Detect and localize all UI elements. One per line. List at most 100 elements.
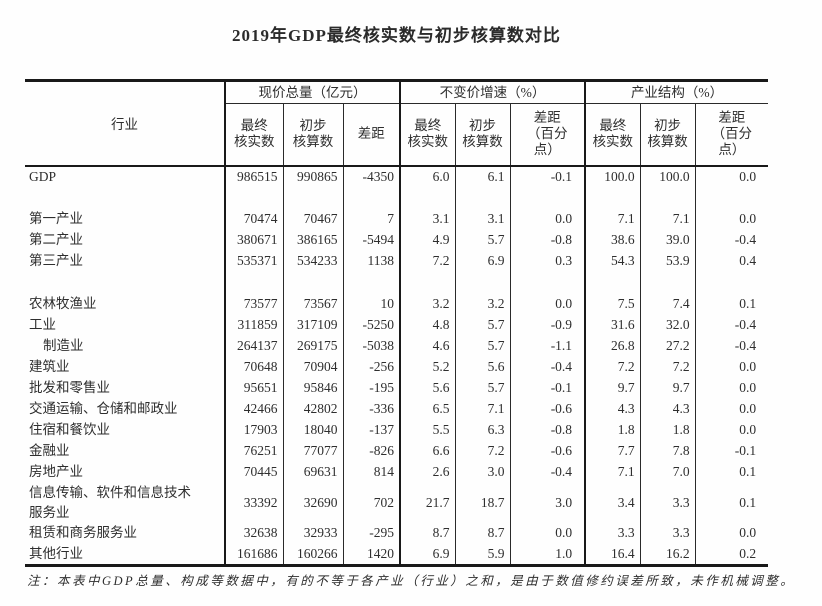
value-cell: 1138	[342, 250, 401, 272]
value-cell: -5250	[342, 314, 401, 336]
value-cell	[694, 186, 769, 209]
value-cell: 5.2	[399, 356, 456, 378]
header-group-current-price-total: 现价总量（亿元）	[223, 80, 401, 104]
table-row: 住宿和餐饮业 17903 18040 -137 5.5 6.3 -0.8 1.8 1.8 0.0	[25, 419, 769, 441]
value-cell: 7.1	[584, 208, 641, 230]
table-row: 其他行业 161686 160266 1420 6.9 5.9 1.0 16.4 16.2 0.2	[25, 543, 769, 565]
value-cell: 32.0	[639, 314, 696, 336]
value-cell: 100.0	[584, 165, 641, 187]
value-cell: -0.4	[694, 229, 769, 251]
header-group-constant-price-growth: 不变价增速（%）	[399, 80, 586, 104]
subheader-gap-pct-points: 差距 （百分 点）	[694, 103, 769, 167]
industry-cell: 信息传输、软件和信息技术服务业	[29, 484, 191, 520]
industry-cell: 农林牧渔业	[29, 296, 97, 311]
value-cell: 7.2	[639, 356, 696, 378]
table-row: 农林牧渔业 73577 73567 10 3.2 3.2 0.0 7.5 7.4 0.1	[25, 293, 769, 315]
value-cell: 5.7	[454, 314, 511, 336]
value-cell: 264137	[224, 335, 283, 357]
value-cell: 4.6	[399, 335, 456, 357]
table-row: GDP 986515 990865 -4350 6.0 6.1 -0.1 100.0 100.0…	[25, 165, 769, 187]
value-cell: 69631	[282, 461, 343, 483]
value-cell: 70445	[224, 461, 283, 483]
value-cell: 7.0	[639, 461, 696, 483]
value-cell: -826	[342, 440, 401, 462]
value-cell	[454, 186, 511, 209]
value-cell: 38.6	[584, 229, 641, 251]
value-cell: 0.2	[694, 543, 769, 565]
value-cell: -0.4	[694, 314, 769, 336]
value-cell: 9.7	[584, 377, 641, 399]
value-cell	[224, 271, 283, 294]
value-cell: 0.0	[694, 522, 769, 544]
value-cell	[342, 271, 401, 294]
value-cell: 7.8	[639, 440, 696, 462]
subheader-preliminary: 初步 核算数	[282, 103, 343, 167]
value-cell: 1.8	[584, 419, 641, 441]
value-cell: 534233	[282, 250, 343, 272]
value-cell: -0.4	[694, 335, 769, 357]
value-cell: 5.9	[454, 543, 511, 565]
value-cell: 7	[342, 208, 401, 230]
value-cell: 814	[342, 461, 401, 483]
value-cell	[584, 186, 641, 209]
value-cell: 32690	[282, 482, 343, 523]
value-cell: 54.3	[584, 250, 641, 272]
value-cell: 3.3	[639, 522, 696, 544]
value-cell: 0.0	[509, 522, 586, 544]
value-cell: 6.9	[454, 250, 511, 272]
value-cell	[399, 271, 456, 294]
value-cell: -256	[342, 356, 401, 378]
value-cell: 1.8	[639, 419, 696, 441]
value-cell: 0.0	[694, 356, 769, 378]
value-cell: 1.0	[509, 543, 586, 565]
value-cell: -0.8	[509, 419, 586, 441]
value-cell	[694, 271, 769, 294]
value-cell: 0.0	[694, 398, 769, 420]
value-cell: -1.1	[509, 335, 586, 357]
value-cell: 70474	[224, 208, 283, 230]
value-cell: 7.2	[584, 356, 641, 378]
value-cell: 0.4	[694, 250, 769, 272]
industry-cell: 第三产业	[29, 253, 83, 268]
industry-cell: 其他行业	[29, 545, 83, 561]
value-cell: 10	[342, 293, 401, 315]
value-cell: 0.1	[694, 293, 769, 315]
value-cell: 0.1	[694, 461, 769, 483]
table-row: 建筑业 70648 70904 -256 5.2 5.6 -0.4 7.2 7.2 0.0	[25, 356, 769, 378]
value-cell: 3.0	[454, 461, 511, 483]
table-row: 批发和零售业 95651 95846 -195 5.6 5.7 -0.1 9.7 9.7 0.0	[25, 377, 769, 399]
value-cell: 7.5	[584, 293, 641, 315]
subheader-final-verified: 最终 核实数	[399, 103, 456, 167]
table-body: GDP 986515 990865 -4350 6.0 6.1 -0.1 100.0 100.0…	[25, 165, 769, 565]
value-cell: 5.6	[454, 356, 511, 378]
gdp-comparison-table: 行业 现价总量（亿元） 不变价增速（%） 产业结构（%） 最终 核实数 初步 核…	[25, 79, 769, 567]
value-cell: 0.0	[694, 377, 769, 399]
subheader-preliminary: 初步 核算数	[454, 103, 511, 167]
footnote: 注：本表中GDP总量、构成等数据中，有的不等于各产业（行业）之和，是由于数值修约…	[27, 573, 796, 588]
subheader-gap-pct-points: 差距 （百分 点）	[509, 103, 586, 167]
industry-cell	[25, 187, 225, 209]
subheader-final-verified: 最终 核实数	[224, 103, 283, 167]
value-cell: 16.2	[639, 543, 696, 565]
industry-cell: 批发和零售业	[29, 380, 110, 395]
value-cell: 3.1	[399, 208, 456, 230]
value-cell: -195	[342, 377, 401, 399]
value-cell: -0.4	[509, 356, 586, 378]
value-cell: 18.7	[454, 482, 511, 523]
industry-cell	[25, 272, 225, 294]
value-cell: 95846	[282, 377, 343, 399]
value-cell: 5.7	[454, 335, 511, 357]
industry-cell: 住宿和餐饮业	[29, 422, 110, 437]
value-cell: 7.2	[454, 440, 511, 462]
value-cell: 8.7	[454, 522, 511, 544]
industry-cell: 第二产业	[29, 232, 83, 247]
value-cell: 95651	[224, 377, 283, 399]
value-cell: 3.2	[454, 293, 511, 315]
value-cell: -0.8	[509, 229, 586, 251]
value-cell: 6.1	[454, 165, 511, 187]
value-cell: 3.1	[454, 208, 511, 230]
value-cell: 160266	[282, 543, 343, 565]
value-cell: 386165	[282, 229, 343, 251]
table-row: 金融业 76251 77077 -826 6.6 7.2 -0.6 7.7 7.8 -0.1	[25, 440, 769, 462]
industry-cell: 工业	[29, 317, 56, 332]
